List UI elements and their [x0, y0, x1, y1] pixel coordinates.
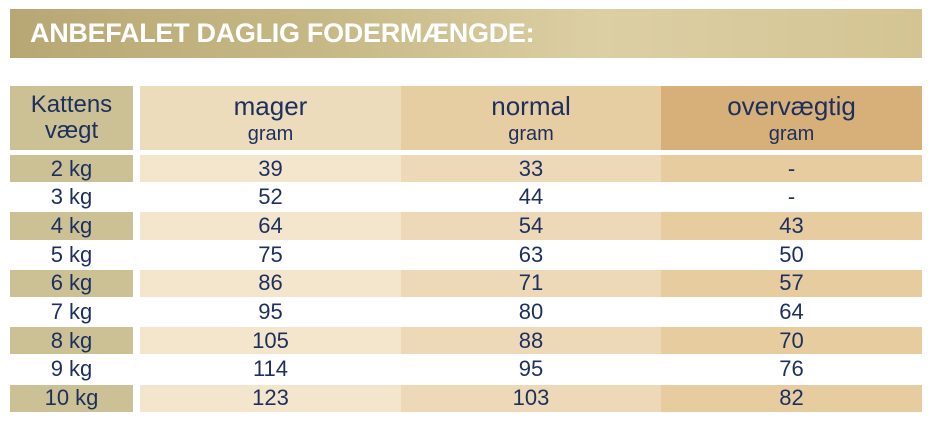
column-mager: 39 52 64 75 86 95 105 114 123	[140, 155, 401, 413]
column-overvaegtig: - -43 50 57 64 70 76 82	[661, 155, 922, 413]
cell-normal-row-9: 103	[401, 384, 661, 412]
cell-mager-row-7: 105	[140, 327, 401, 355]
cell-normal-row-8: 95	[401, 355, 661, 384]
header-mager-unit: gram	[247, 122, 294, 145]
cell-mager-row-3: 64	[140, 212, 401, 240]
cell-weight-row-4: 5 kg	[10, 241, 133, 269]
header-normal-unit: gram	[508, 122, 554, 145]
page-title: ANBEFALET DAGLIG FODERMÆNGDE:	[30, 18, 535, 48]
cell-mager-row-1: 39	[140, 155, 401, 183]
cell-overvaegtig-row-9: 82	[661, 384, 922, 412]
column-normal: 33 44 54 63 71 80 88 95 103	[401, 155, 661, 413]
cell-weight-row-5: 6 kg	[10, 269, 133, 297]
cell-normal-row-2: 44	[401, 183, 661, 211]
title-banner: ANBEFALET DAGLIG FODERMÆNGDE:	[10, 9, 922, 58]
header-weight-title: Kattens	[30, 91, 113, 118]
cell-overvaegtig-row-2: -	[661, 183, 922, 211]
cell-mager-row-2: 52	[140, 183, 401, 211]
cell-normal-row-1: 33	[401, 155, 661, 183]
cell-normal-row-3: 54	[401, 212, 661, 240]
cell-normal-row-4: 63	[401, 241, 661, 269]
cell-normal-row-5: 71	[401, 269, 661, 297]
cell-weight-row-3: 4 kg	[10, 212, 133, 240]
cell-overvaegtig-row-7: 70	[661, 327, 922, 355]
header-overvaegtig-unit: gram	[768, 122, 815, 145]
cell-weight-row-6: 7 kg	[10, 298, 133, 326]
header-weight-unit: vægt	[44, 117, 99, 144]
cell-normal-row-7: 88	[401, 327, 661, 355]
cell-overvaegtig-row-6: 64	[661, 298, 922, 326]
cell-mager-row-8: 114	[140, 355, 401, 384]
cell-overvaegtig-row-4: 50	[661, 241, 922, 269]
cell-weight-row-2: 3 kg	[10, 183, 133, 211]
cell-overvaegtig-row-8: 76	[661, 355, 922, 384]
header-mager: mager gram	[140, 86, 401, 150]
cell-mager-row-5: 86	[140, 269, 401, 297]
cell-overvaegtig-row-5: 57	[661, 269, 922, 297]
header-normal: normal gram	[401, 86, 661, 150]
cell-weight-row-1: 2 kg	[10, 155, 133, 183]
header-overvaegtig-title: overvægtig	[727, 90, 856, 121]
header-mager-title: mager	[233, 90, 308, 121]
cell-weight-row-7: 8 kg	[10, 327, 133, 355]
cell-weight-row-9: 10 kg	[10, 384, 133, 412]
column-weight: 2 kg 3 kg 4 kg 5 kg 6 kg 7 kg 8 kg 9 kg 10 kg	[10, 155, 133, 413]
cell-mager-row-6: 95	[140, 298, 401, 326]
header-overvaegtig: overvægtig gram	[661, 86, 922, 150]
cell-normal-row-6: 80	[401, 298, 661, 326]
cell-weight-row-8: 9 kg	[10, 355, 133, 384]
header-weight: Kattens vægt	[10, 86, 133, 150]
cell-mager-row-9: 123	[140, 384, 401, 412]
header-normal-title: normal	[491, 90, 571, 121]
cell-overvaegtig-row-3: 43	[661, 212, 922, 240]
cell-mager-row-4: 75	[140, 241, 401, 269]
cell-overvaegtig-row-1: -	[661, 155, 922, 183]
